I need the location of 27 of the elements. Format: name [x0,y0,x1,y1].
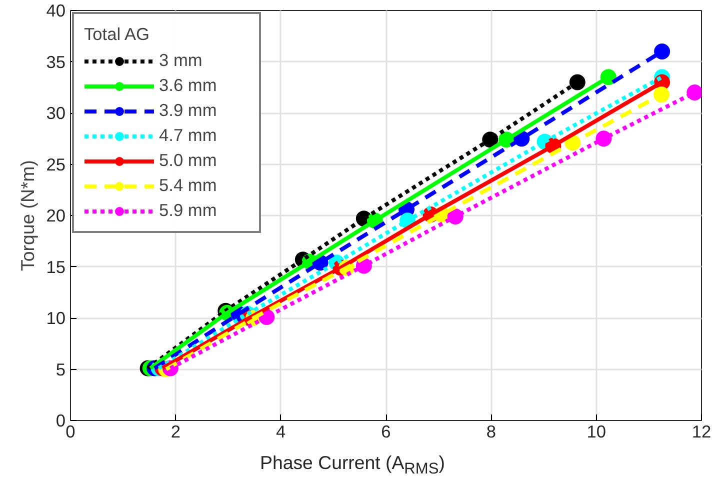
y-axis-title: Torque (N*m) [17,160,38,271]
legend-label: 3.6 mm [159,75,218,96]
legend-label: 3.9 mm [159,100,218,121]
legend-title: Total AG [84,24,150,45]
y-tick-label: 10 [46,308,66,328]
legend-label: 4.7 mm [159,125,218,146]
x-axis-title: Phase Current (A$_{RMS}$) [259,451,446,480]
legend-label: 5.0 mm [159,150,218,171]
y-tick-label: 15 [46,256,66,277]
y-tick-label: 20 [46,206,66,226]
y-tick-label: 35 [46,52,66,72]
x-tick-label: 12 [692,422,712,442]
x-tick-label: 6 [381,422,391,442]
y-tick-label: 30 [46,103,66,123]
legend-label: 5.4 mm [159,175,218,196]
x-tick-label: 8 [486,422,496,442]
y-tick-label: 25 [46,154,66,174]
legend-label: 5.9 mm [159,200,218,221]
point [569,74,586,90]
legend-label: 3 mm [159,50,204,71]
point [686,84,702,100]
y-tick-label: 40 [46,0,66,20]
x-tick-label: 4 [276,422,286,442]
x-tick-label: 2 [170,422,180,442]
x-tick-label: 10 [586,422,606,442]
point [654,44,670,60]
y-tick-label: 5 [56,359,66,380]
